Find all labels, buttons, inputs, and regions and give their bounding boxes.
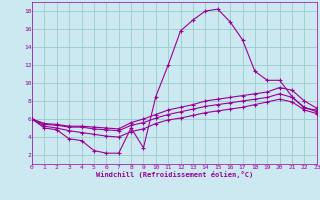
X-axis label: Windchill (Refroidissement éolien,°C): Windchill (Refroidissement éolien,°C) bbox=[96, 171, 253, 178]
